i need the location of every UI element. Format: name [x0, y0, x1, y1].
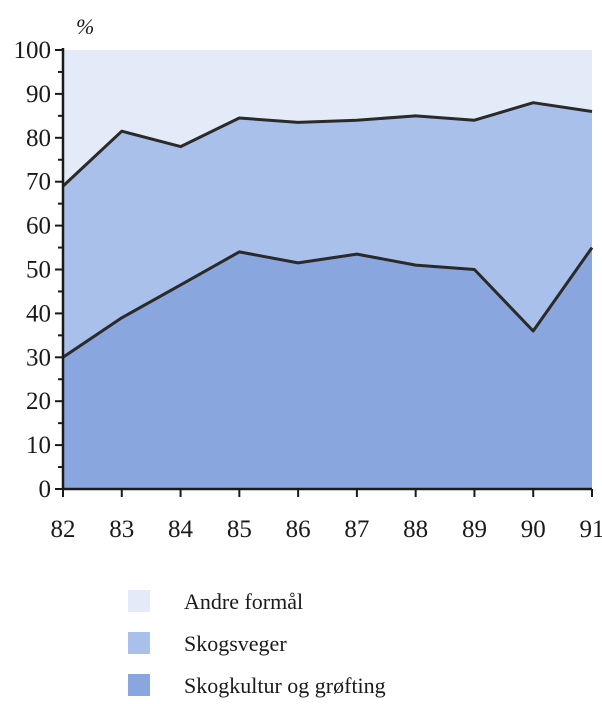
- legend: Andre formål Skogsveger Skogkultur og grøf…: [128, 589, 386, 698]
- x-tick-label: 89: [462, 516, 487, 543]
- axes: [55, 48, 593, 497]
- x-tick-label: 90: [521, 516, 546, 543]
- area-layers: [63, 50, 592, 489]
- legend-label-skogkultur-og-gr-fting: Skogkultur og grøfting: [184, 673, 386, 698]
- y-tick-label: 70: [26, 169, 51, 196]
- x-tick-label: 86: [286, 516, 311, 543]
- x-tick-label: 83: [109, 516, 134, 543]
- y-tick-label: 10: [26, 432, 51, 459]
- legend-label-skogsveger: Skogsveger: [184, 631, 287, 656]
- legend-swatch-andre-form-l: [128, 590, 150, 612]
- y-tick-label: 20: [26, 388, 51, 415]
- y-tick-label: 40: [26, 300, 51, 327]
- x-tick-label: 91: [580, 516, 602, 543]
- y-tick-label: 90: [26, 81, 51, 108]
- y-tick-label: 50: [26, 257, 51, 284]
- y-tick-label: 100: [14, 37, 52, 64]
- legend-swatch-skogsveger: [128, 632, 150, 654]
- y-unit-label: %: [76, 14, 94, 39]
- boundary-lines: [61, 101, 594, 359]
- area-skogsveger: [63, 102, 592, 358]
- boundary-line-2: [61, 101, 593, 188]
- tick-labels: 0 10 20 30 40 50 60 70 80 90 100 82 83 84 85 86 87 88 89 90…: [14, 37, 602, 543]
- x-tick-label: 85: [227, 516, 252, 543]
- y-tick-label: 60: [26, 213, 51, 240]
- x-tick-label: 84: [168, 516, 194, 543]
- y-tick-label: 0: [39, 476, 52, 503]
- y-tick-label: 30: [26, 344, 51, 371]
- y-tick-label: 80: [26, 125, 51, 152]
- area-skogkultur-og-gr-fting: [63, 247, 592, 489]
- boundary-line-1: [62, 246, 594, 359]
- x-tick-label: 82: [51, 516, 76, 543]
- area-andre-form-l: [63, 50, 592, 187]
- legend-label-andre-form-l: Andre formål: [184, 589, 303, 614]
- x-tick-label: 87: [344, 516, 369, 543]
- legend-swatch-skogkultur-og-gr-fting: [128, 674, 150, 696]
- x-tick-label: 88: [403, 516, 428, 543]
